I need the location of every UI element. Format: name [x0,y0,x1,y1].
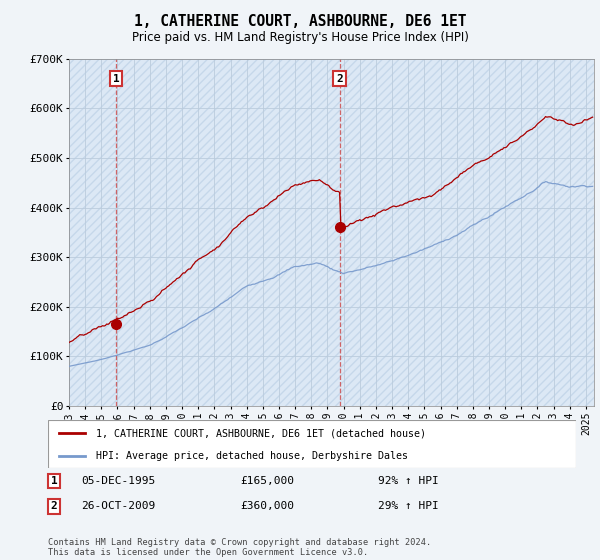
Text: 29% ↑ HPI: 29% ↑ HPI [378,501,439,511]
Bar [69,59,594,406]
Text: 1: 1 [113,73,119,83]
Text: HPI: Average price, detached house, Derbyshire Dales: HPI: Average price, detached house, Derb… [95,451,407,461]
Text: 26-OCT-2009: 26-OCT-2009 [81,501,155,511]
Text: 2: 2 [50,501,58,511]
Text: 1, CATHERINE COURT, ASHBOURNE, DE6 1ET (detached house): 1, CATHERINE COURT, ASHBOURNE, DE6 1ET (… [95,428,425,438]
Text: £360,000: £360,000 [240,501,294,511]
Text: 92% ↑ HPI: 92% ↑ HPI [378,476,439,486]
Text: Contains HM Land Registry data © Crown copyright and database right 2024.
This d: Contains HM Land Registry data © Crown c… [48,538,431,557]
Text: 1: 1 [50,476,58,486]
Text: Price paid vs. HM Land Registry's House Price Index (HPI): Price paid vs. HM Land Registry's House … [131,31,469,44]
Text: £165,000: £165,000 [240,476,294,486]
Text: 1, CATHERINE COURT, ASHBOURNE, DE6 1ET: 1, CATHERINE COURT, ASHBOURNE, DE6 1ET [134,14,466,29]
Text: 05-DEC-1995: 05-DEC-1995 [81,476,155,486]
Text: 2: 2 [336,73,343,83]
